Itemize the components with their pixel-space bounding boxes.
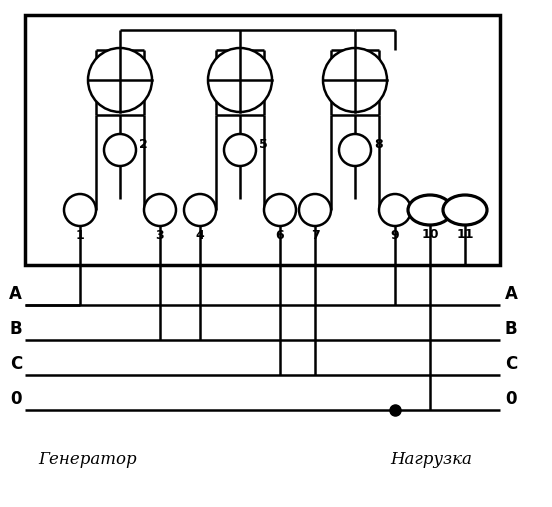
Circle shape: [88, 48, 152, 112]
Text: Нагрузка: Нагрузка: [390, 452, 472, 468]
Text: C: C: [505, 355, 517, 373]
Text: B: B: [9, 320, 22, 338]
Text: 5: 5: [259, 138, 268, 151]
FancyBboxPatch shape: [25, 15, 500, 265]
Circle shape: [184, 194, 216, 226]
Text: 7: 7: [311, 229, 320, 242]
Circle shape: [208, 48, 272, 112]
Circle shape: [299, 194, 331, 226]
Text: 11: 11: [457, 228, 474, 241]
Circle shape: [144, 194, 176, 226]
Circle shape: [264, 194, 296, 226]
Circle shape: [64, 194, 96, 226]
Text: 9: 9: [391, 229, 399, 242]
Circle shape: [339, 134, 371, 166]
Text: 6: 6: [275, 229, 284, 242]
Circle shape: [323, 48, 387, 112]
Text: 8: 8: [374, 138, 383, 151]
Text: A: A: [9, 285, 22, 303]
Circle shape: [379, 194, 411, 226]
Text: B: B: [505, 320, 518, 338]
Text: 1: 1: [76, 229, 84, 242]
Text: 4: 4: [195, 229, 204, 242]
Text: C: C: [10, 355, 22, 373]
Text: Генератор: Генератор: [38, 452, 137, 468]
Text: 3: 3: [156, 229, 164, 242]
Text: A: A: [505, 285, 518, 303]
Text: 0: 0: [505, 390, 517, 408]
Ellipse shape: [408, 195, 452, 225]
Text: 10: 10: [421, 228, 439, 241]
Circle shape: [104, 134, 136, 166]
Circle shape: [224, 134, 256, 166]
Text: 2: 2: [139, 138, 148, 151]
Ellipse shape: [443, 195, 487, 225]
Text: 0: 0: [10, 390, 22, 408]
